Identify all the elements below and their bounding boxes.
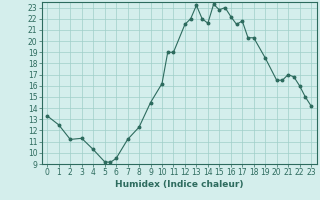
X-axis label: Humidex (Indice chaleur): Humidex (Indice chaleur)	[115, 180, 244, 189]
